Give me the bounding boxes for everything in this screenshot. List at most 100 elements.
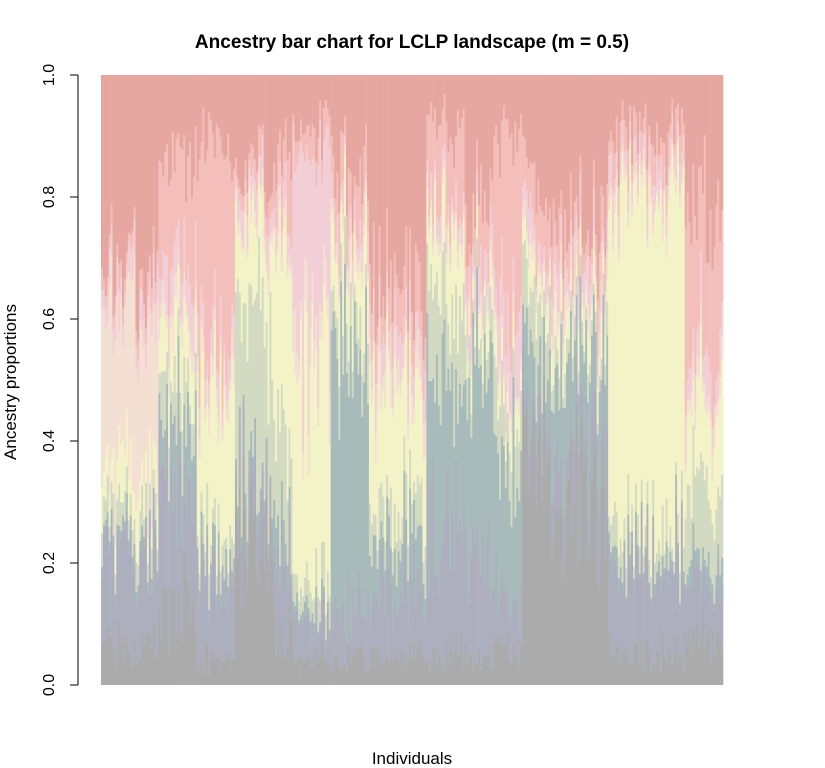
bar-segment bbox=[428, 381, 431, 592]
bar-segment bbox=[520, 584, 523, 644]
bar-segment bbox=[629, 105, 632, 122]
bar-segment bbox=[386, 273, 389, 299]
bar-segment bbox=[665, 662, 668, 685]
bar-segment bbox=[621, 99, 624, 121]
bar-segment bbox=[525, 406, 529, 685]
bar-segment bbox=[208, 409, 211, 435]
individual-bar bbox=[200, 75, 203, 685]
bar-segment bbox=[447, 323, 450, 369]
bar-segment bbox=[696, 355, 699, 376]
bar-segment bbox=[277, 546, 280, 642]
bar-segment bbox=[581, 306, 584, 322]
bar-segment bbox=[449, 75, 452, 138]
bar-segment bbox=[141, 267, 144, 291]
bar-segment bbox=[278, 589, 282, 659]
bar-segment bbox=[388, 515, 391, 570]
bar-segment bbox=[280, 271, 284, 385]
bar-segment bbox=[347, 396, 351, 568]
bar-segment bbox=[376, 326, 379, 346]
bar-segment bbox=[127, 520, 131, 541]
bar-segment bbox=[300, 317, 303, 588]
bar-segment bbox=[347, 168, 351, 242]
bar-segment bbox=[483, 278, 487, 284]
bar-segment bbox=[468, 244, 471, 268]
bar-segment bbox=[434, 284, 437, 403]
bar-segment bbox=[535, 214, 538, 287]
bar-segment bbox=[233, 315, 236, 360]
bar-segment bbox=[428, 591, 431, 670]
bar-segment bbox=[671, 98, 674, 115]
bar-segment bbox=[242, 253, 245, 303]
bar-segment bbox=[123, 521, 127, 530]
bar-segment bbox=[520, 643, 523, 685]
bar-segment bbox=[479, 75, 483, 165]
individual-bar bbox=[455, 75, 458, 685]
bar-segment bbox=[158, 393, 161, 427]
individual-bar bbox=[405, 75, 408, 685]
bar-segment bbox=[443, 157, 446, 167]
individual-bar bbox=[472, 75, 475, 685]
bar-segment bbox=[164, 587, 167, 685]
bar-segment bbox=[445, 252, 448, 266]
individual-bar bbox=[594, 75, 598, 685]
bar-segment bbox=[673, 75, 676, 145]
bar-segment bbox=[613, 75, 617, 154]
bar-segment bbox=[523, 216, 527, 240]
individual-bar bbox=[156, 75, 159, 685]
bar-segment bbox=[150, 529, 154, 549]
bar-segment bbox=[336, 607, 339, 656]
bar-segment bbox=[472, 312, 475, 526]
individual-bar bbox=[701, 75, 705, 685]
bar-segment bbox=[680, 151, 684, 179]
bar-segment bbox=[567, 479, 571, 685]
bar-segment bbox=[535, 339, 538, 422]
bar-segment bbox=[462, 109, 465, 192]
bar-segment bbox=[278, 566, 282, 590]
bar-segment bbox=[497, 383, 500, 399]
bar-segment bbox=[309, 75, 312, 138]
bar-segment bbox=[374, 646, 377, 685]
bar-segment bbox=[301, 624, 305, 663]
bar-segment bbox=[621, 75, 624, 100]
bar-segment bbox=[472, 246, 475, 273]
bar-segment bbox=[713, 448, 716, 540]
bar-segment bbox=[623, 180, 626, 519]
bar-segment bbox=[619, 538, 622, 567]
bar-segment bbox=[437, 125, 441, 223]
bar-segment bbox=[340, 281, 343, 608]
bar-segment bbox=[669, 136, 672, 165]
bar-segment bbox=[514, 446, 517, 517]
bar-segment bbox=[428, 216, 431, 227]
bar-segment bbox=[378, 352, 381, 489]
bar-segment bbox=[139, 549, 142, 661]
bar-segment bbox=[418, 484, 421, 525]
bar-segment bbox=[409, 279, 412, 315]
bar-segment bbox=[510, 616, 513, 664]
bar-segment bbox=[108, 75, 111, 235]
bar-segment bbox=[108, 492, 111, 527]
bar-segment bbox=[127, 552, 131, 650]
bar-segment bbox=[656, 75, 659, 123]
bar-segment bbox=[212, 546, 215, 651]
bar-segment bbox=[577, 455, 580, 564]
individual-bar bbox=[263, 75, 266, 685]
bar-segment bbox=[102, 524, 106, 534]
bar-segment bbox=[233, 558, 236, 577]
bar-segment bbox=[135, 562, 138, 592]
bar-segment bbox=[146, 563, 150, 583]
bar-segment bbox=[527, 355, 531, 454]
bar-segment bbox=[131, 280, 134, 491]
bar-segment bbox=[252, 147, 255, 167]
bar-segment bbox=[135, 369, 138, 511]
bar-segment bbox=[129, 234, 132, 250]
individual-bar bbox=[145, 75, 148, 685]
bar-segment bbox=[160, 371, 163, 420]
y-tick-label: 0.0 bbox=[41, 674, 58, 696]
individual-bar bbox=[590, 75, 594, 685]
bar-segment bbox=[554, 265, 557, 291]
bar-segment bbox=[535, 313, 538, 340]
bar-segment bbox=[334, 75, 337, 199]
bar-segment bbox=[380, 482, 383, 522]
bar-segment bbox=[506, 75, 509, 120]
bar-segment bbox=[432, 378, 435, 456]
